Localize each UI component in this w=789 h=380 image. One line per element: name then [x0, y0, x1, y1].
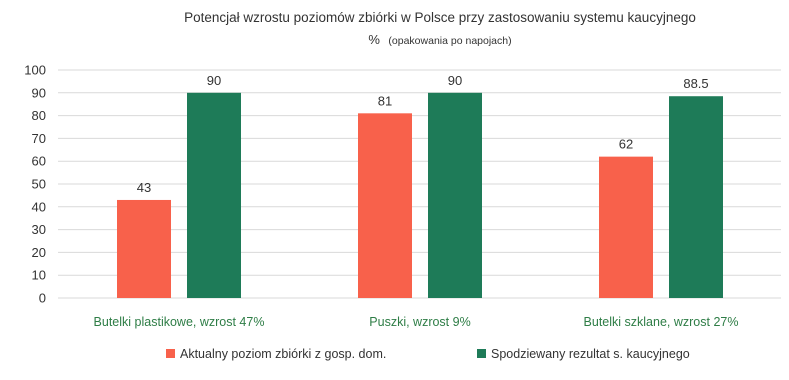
subtitle-unit: % [368, 32, 380, 47]
bar [187, 92, 241, 298]
y-tick-label: 50 [32, 177, 46, 192]
bar [428, 92, 482, 298]
data-label: 90 [448, 73, 462, 88]
bar [117, 199, 171, 298]
y-tick-label: 40 [32, 199, 46, 214]
y-tick-label: 60 [32, 154, 46, 169]
x-category-label: Butelki szklane, wzrost 27% [584, 315, 739, 329]
data-label: 88.5 [683, 76, 708, 91]
legend-swatch [477, 349, 486, 358]
y-tick-label: 20 [32, 245, 46, 260]
legend-label: Spodziewany rezultat s. kaucyjnego [491, 347, 690, 361]
data-label: 43 [137, 180, 151, 195]
legend: Aktualny poziom zbiórki z gosp. dom. Spod… [166, 347, 690, 361]
bars: 43 81 62 90 90 88.5 [117, 73, 723, 298]
x-axis-labels: Butelki plastikowe, wzrost 47% Puszki, wz… [94, 315, 739, 329]
y-axis-ticks: 0 10 20 30 40 50 60 70 80 90 100 [24, 63, 46, 306]
x-category-label: Butelki plastikowe, wzrost 47% [94, 315, 265, 329]
subtitle-note: (opakowania po napojach) [388, 35, 511, 47]
y-tick-label: 70 [32, 131, 46, 146]
y-tick-label: 80 [32, 108, 46, 123]
legend-label: Aktualny poziom zbiórki z gosp. dom. [180, 347, 386, 361]
chart-subtitle: % (opakowania po napojach) [368, 31, 511, 48]
y-tick-label: 10 [32, 268, 46, 283]
chart-title: Potencjał wzrostu poziomów zbiórki w Pol… [184, 10, 696, 25]
bar [599, 156, 653, 298]
x-category-label: Puszki, wzrost 9% [369, 315, 470, 329]
y-tick-label: 100 [24, 63, 46, 78]
data-label: 81 [378, 93, 392, 108]
bar [358, 113, 412, 298]
data-label: 62 [619, 137, 633, 152]
y-tick-label: 30 [32, 222, 46, 237]
y-tick-label: 90 [32, 85, 46, 100]
gridlines [58, 69, 781, 299]
legend-swatch [166, 349, 175, 358]
data-label: 90 [207, 73, 221, 88]
bar [669, 96, 723, 298]
y-tick-label: 0 [39, 291, 46, 306]
